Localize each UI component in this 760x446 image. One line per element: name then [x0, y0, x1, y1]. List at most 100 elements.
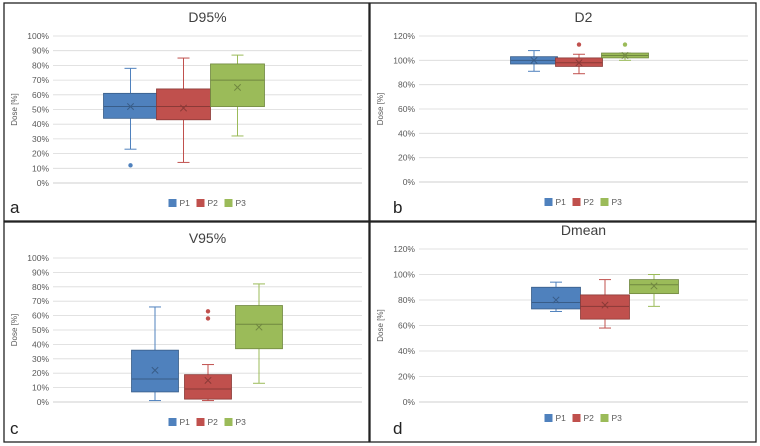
y-tick-label: 50% [32, 105, 49, 115]
legend: P1 P2 P3 [168, 198, 247, 208]
mean-marker [126, 103, 135, 111]
box-P1 [531, 281, 581, 312]
mean-marker [530, 56, 538, 64]
legend-swatch-P3 [224, 418, 233, 426]
chart-panel-c: 0% 10% 20% 30% 40% 50% 60% 70% 80% 90% 100% V95% Dos… [3, 221, 370, 443]
y-tick-label: 0% [37, 178, 50, 188]
panel-label: a [10, 198, 20, 217]
y-tick-label: 80% [398, 80, 415, 90]
legend-label-P3: P3 [236, 198, 247, 208]
legend-label-P1: P1 [180, 417, 191, 427]
box-P2 [555, 42, 603, 75]
panel-border [3, 221, 370, 443]
outlier-point [622, 42, 628, 47]
chart-panel-b: 0% 20% 40% 60% 80% 100% 120% D2 Dose [%] P1 P2 P3 b [369, 2, 757, 222]
y-axis-label: Dose [%] [10, 93, 19, 125]
chart-title: Dmean [561, 222, 606, 238]
box-iqr [103, 92, 158, 119]
outlier-point [205, 316, 211, 321]
box-iqr [531, 286, 581, 310]
panel-border [369, 2, 757, 222]
y-tick-label: 40% [32, 119, 49, 129]
y-tick-label: 60% [32, 311, 49, 321]
box-P2 [580, 279, 630, 329]
box-P3 [235, 283, 283, 384]
y-tick-label: 100% [27, 31, 49, 41]
y-tick-label: 120% [393, 31, 415, 41]
box-P1 [510, 50, 558, 72]
legend-swatch-P1 [544, 414, 553, 422]
mean-marker [601, 301, 609, 309]
legend-label-P2: P2 [584, 197, 595, 207]
y-tick-label: 20% [398, 153, 415, 163]
panel-label: c [10, 419, 19, 438]
mean-marker [255, 323, 263, 331]
y-tick-label: 80% [32, 282, 49, 292]
box-P3 [601, 42, 649, 61]
legend-swatch-P2 [196, 199, 205, 207]
legend-swatch-P3 [600, 198, 609, 206]
mean-marker [204, 376, 212, 384]
legend-label-P3: P3 [612, 413, 623, 423]
mean-marker [650, 282, 658, 290]
y-tick-label: 20% [398, 372, 415, 382]
box-iqr [580, 294, 630, 320]
legend-label-P2: P2 [208, 417, 219, 427]
y-axis-label: Dose [%] [376, 309, 385, 341]
y-tick-label: 60% [32, 90, 49, 100]
legend-label-P2: P2 [584, 413, 595, 423]
legend-label-P3: P3 [236, 417, 247, 427]
y-tick-label: 30% [32, 354, 49, 364]
legend: P1 P2 P3 [168, 417, 247, 427]
mean-marker [151, 366, 159, 374]
y-tick-label: 70% [32, 296, 49, 306]
panel-border [369, 221, 757, 443]
y-tick-label: 20% [32, 149, 49, 159]
legend-swatch-P2 [572, 414, 581, 422]
y-tick-label: 80% [398, 295, 415, 305]
box-iqr [184, 374, 232, 400]
outlier-point [576, 42, 582, 47]
y-tick-label: 90% [32, 267, 49, 277]
mean-marker [233, 83, 242, 92]
y-tick-label: 20% [32, 368, 49, 378]
box-iqr [156, 88, 211, 121]
legend: P1 P2 P3 [544, 197, 623, 207]
legend-label-P3: P3 [612, 197, 623, 207]
y-tick-label: 100% [393, 55, 415, 65]
mean-marker [552, 296, 560, 304]
y-tick-label: 0% [403, 177, 416, 187]
box-P2 [156, 57, 211, 163]
chart-panel-a: 0% 10% 20% 30% 40% 50% 60% 70% 80% 90% 100% D95% Dos… [3, 2, 370, 222]
panel-label: b [393, 198, 402, 217]
legend-swatch-P1 [168, 199, 177, 207]
legend-swatch-P1 [544, 198, 553, 206]
box-P2 [184, 309, 232, 402]
chart-title: D2 [575, 9, 593, 25]
outlier-point [205, 309, 211, 314]
legend-swatch-P3 [600, 414, 609, 422]
y-tick-label: 0% [37, 397, 50, 407]
y-tick-label: 10% [32, 383, 49, 393]
legend-label-P1: P1 [180, 198, 191, 208]
box-P1 [131, 306, 179, 402]
y-tick-label: 60% [398, 104, 415, 114]
y-tick-label: 100% [393, 270, 415, 280]
mean-marker [575, 59, 583, 67]
legend-swatch-P3 [224, 199, 233, 207]
legend-label-P1: P1 [556, 413, 567, 423]
legend-label-P2: P2 [208, 198, 219, 208]
y-tick-label: 40% [398, 346, 415, 356]
legend-swatch-P1 [168, 418, 177, 426]
legend: P1 P2 P3 [544, 413, 623, 423]
outlier-point [128, 163, 133, 168]
y-tick-label: 100% [27, 253, 49, 263]
box-iqr [131, 349, 179, 393]
y-tick-label: 80% [32, 60, 49, 70]
legend-swatch-P2 [196, 418, 205, 426]
chart-title: V95% [189, 230, 226, 246]
y-tick-label: 30% [32, 134, 49, 144]
box-iqr [210, 63, 265, 107]
